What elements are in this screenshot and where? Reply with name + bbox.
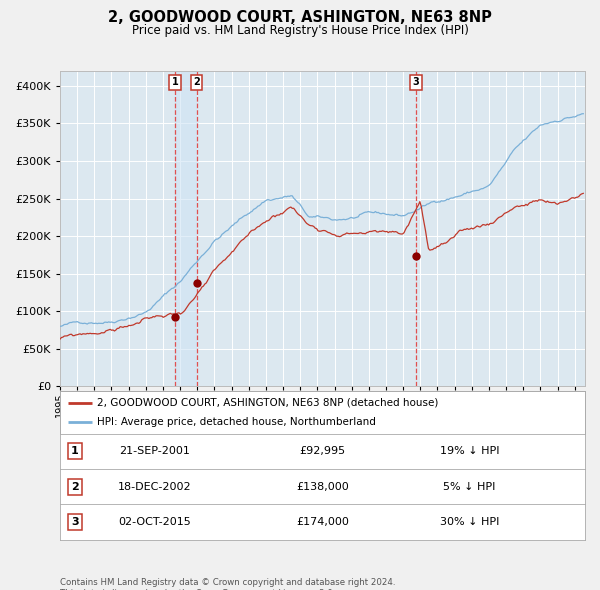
Text: 3: 3 bbox=[413, 77, 419, 87]
Text: 02-OCT-2015: 02-OCT-2015 bbox=[118, 517, 191, 527]
Text: 30% ↓ HPI: 30% ↓ HPI bbox=[440, 517, 499, 527]
Text: 2: 2 bbox=[193, 77, 200, 87]
Text: 2, GOODWOOD COURT, ASHINGTON, NE63 8NP (detached house): 2, GOODWOOD COURT, ASHINGTON, NE63 8NP (… bbox=[97, 398, 438, 408]
Text: £174,000: £174,000 bbox=[296, 517, 349, 527]
Text: 1: 1 bbox=[71, 447, 79, 456]
Text: 18-DEC-2002: 18-DEC-2002 bbox=[118, 482, 191, 491]
Text: £92,995: £92,995 bbox=[299, 447, 346, 456]
Text: 2: 2 bbox=[71, 482, 79, 491]
Text: 2, GOODWOOD COURT, ASHINGTON, NE63 8NP: 2, GOODWOOD COURT, ASHINGTON, NE63 8NP bbox=[108, 10, 492, 25]
Text: 21-SEP-2001: 21-SEP-2001 bbox=[119, 447, 190, 456]
Text: £138,000: £138,000 bbox=[296, 482, 349, 491]
Text: HPI: Average price, detached house, Northumberland: HPI: Average price, detached house, Nort… bbox=[97, 417, 376, 427]
Text: Contains HM Land Registry data © Crown copyright and database right 2024.
This d: Contains HM Land Registry data © Crown c… bbox=[60, 578, 395, 590]
Text: 5% ↓ HPI: 5% ↓ HPI bbox=[443, 482, 496, 491]
Text: 19% ↓ HPI: 19% ↓ HPI bbox=[440, 447, 499, 456]
Text: Price paid vs. HM Land Registry's House Price Index (HPI): Price paid vs. HM Land Registry's House … bbox=[131, 24, 469, 37]
Text: 1: 1 bbox=[172, 77, 179, 87]
Bar bbox=[175, 71, 197, 386]
Text: 3: 3 bbox=[71, 517, 79, 527]
